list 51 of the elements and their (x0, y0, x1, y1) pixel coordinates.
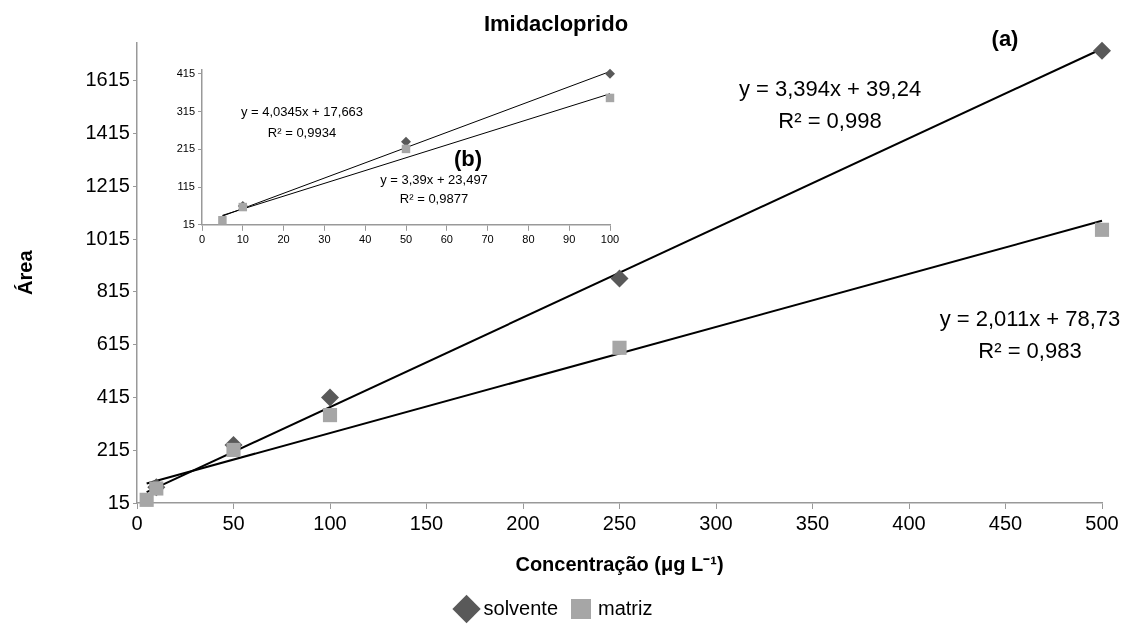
x-tick-label: 100 (600, 233, 620, 246)
y-tick-label: 215 (176, 142, 195, 155)
x-tick-label: 50 (222, 511, 245, 534)
annotation: y = 3,394x + 39,24 (738, 76, 922, 102)
x-tick-label: 500 (1085, 511, 1119, 534)
y-axis-title: Área (13, 249, 36, 295)
annotation: R² = 0,9934 (267, 124, 337, 140)
x-tick-label: 20 (277, 233, 290, 246)
y-tick-label: 15 (107, 490, 130, 513)
y-tick-label: 615 (96, 332, 130, 355)
x-tick-label: 70 (481, 233, 494, 246)
x-tick-label: 450 (988, 511, 1023, 534)
y-tick-label: 815 (96, 279, 130, 302)
x-tick-label: 200 (506, 511, 540, 534)
legend-label: matriz (598, 596, 653, 619)
y-tick-label: 215 (96, 437, 130, 460)
annotation: y = 2,011x + 78,73 (939, 306, 1121, 332)
x-tick-label: 30 (318, 233, 331, 246)
y-tick-label: 1015 (85, 226, 130, 249)
x-tick-label: 40 (359, 233, 372, 246)
x-tick-label: 50 (399, 233, 413, 246)
annotation: R² = 0,9877 (399, 190, 469, 206)
x-tick-label: 100 (313, 511, 347, 534)
annotation: y = 3,39x + 23,497 (380, 171, 488, 187)
x-tick-label: 400 (892, 511, 926, 534)
y-tick-label: 15 (182, 217, 195, 230)
annotation: (b) (453, 146, 483, 172)
chart-title: Imidacloprido (483, 11, 629, 37)
y-tick-label: 415 (96, 384, 130, 407)
legend-label: solvente (483, 596, 559, 619)
x-tick-label: 350 (795, 511, 830, 534)
x-tick-label: 0 (198, 233, 206, 246)
annotation: R² = 0,983 (978, 338, 1082, 364)
x-tick-label: 150 (409, 511, 444, 534)
annotation: R² = 0,998 (778, 108, 882, 134)
x-tick-label: 80 (522, 233, 535, 246)
y-tick-label: 1615 (85, 68, 130, 91)
annotation: (a) (991, 26, 1019, 52)
x-tick-label: 10 (236, 233, 249, 246)
y-tick-label: 315 (176, 104, 195, 117)
x-tick-label: 0 (131, 511, 143, 534)
x-tick-label: 300 (699, 511, 733, 534)
y-tick-label: 1415 (85, 120, 130, 143)
x-tick-label: 60 (440, 233, 453, 246)
annotation: y = 4,0345x + 17,663 (240, 103, 364, 119)
y-tick-label: 415 (176, 66, 195, 79)
y-tick-label: 1215 (85, 173, 130, 196)
y-tick-label: 115 (177, 180, 195, 193)
x-axis-title: Concentração (μg L⁻¹) (515, 552, 724, 575)
x-tick-label: 90 (563, 233, 576, 246)
x-tick-label: 250 (602, 511, 637, 534)
